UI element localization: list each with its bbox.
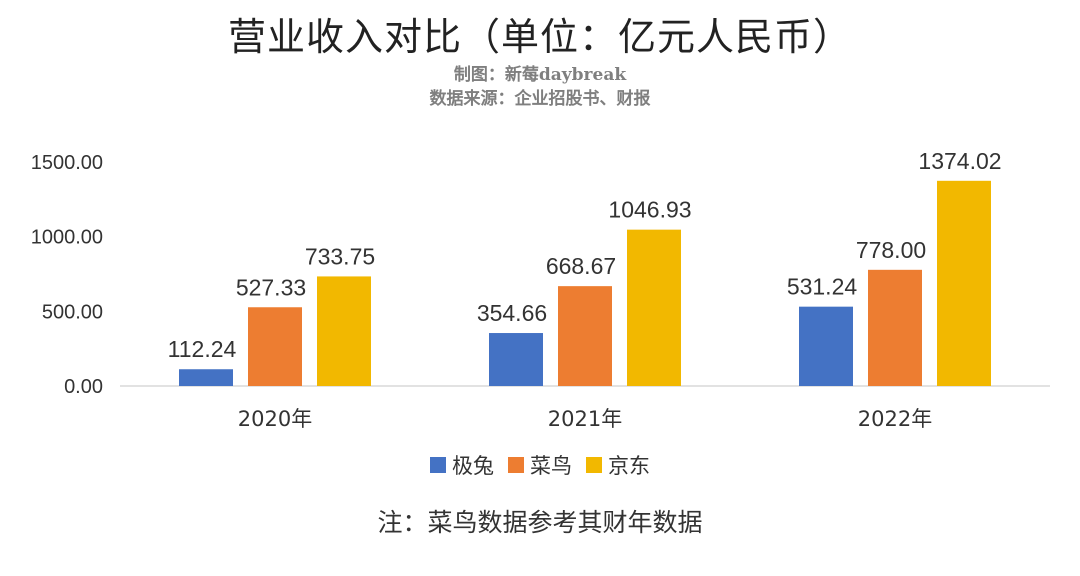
data-label: 354.66: [477, 300, 547, 326]
legend-label-jd: 京东: [608, 454, 650, 478]
chart-source: 数据来源：企业招股书、财报: [429, 89, 651, 109]
chart-credit: 制图：新莓daybreak: [453, 65, 627, 85]
legend-label-jitu: 极兔: [452, 454, 494, 478]
bar: [868, 269, 922, 386]
legend-item-cainiao: 菜鸟: [508, 450, 572, 480]
data-label: 527.33: [236, 274, 306, 300]
bar: [937, 180, 991, 386]
x-tick-label: 2021年: [548, 407, 622, 431]
bar: [489, 333, 543, 386]
y-tick-label: 1500.00: [31, 152, 103, 174]
footnote: 注：菜鸟数据参考其财年数据: [377, 508, 703, 537]
y-tick-label: 0.00: [64, 376, 103, 398]
chart-title: 营业收入对比（单位：亿元人民币）: [227, 15, 852, 59]
data-label: 733.75: [305, 243, 375, 269]
data-label: 778.00: [856, 237, 926, 263]
bar: [799, 306, 853, 386]
bar: [627, 229, 681, 386]
legend-item-jd: 京东: [586, 450, 650, 480]
data-label: 531.24: [787, 274, 858, 300]
legend-label-cainiao: 菜鸟: [530, 454, 572, 478]
data-label: 112.24: [168, 336, 237, 362]
legend-swatch-jitu: [430, 457, 446, 473]
chart-legend: 极兔 菜鸟 京东: [0, 450, 1080, 480]
data-label: 1046.93: [608, 197, 691, 223]
x-tick-label: 2022年: [858, 407, 932, 431]
y-tick-label: 500.00: [42, 301, 103, 323]
x-tick-label: 2020年: [238, 407, 312, 431]
bar: [317, 276, 371, 386]
bar: [179, 369, 233, 386]
bar: [558, 286, 612, 386]
bar-chart: 0.00 500.00 1000.00 1500.00 112.24 527.33 733.…: [31, 148, 1050, 431]
bar: [248, 307, 302, 386]
legend-swatch-jd: [586, 457, 602, 473]
data-label: 668.67: [546, 253, 616, 279]
legend-item-jitu: 极兔: [430, 450, 494, 480]
y-tick-label: 1000.00: [31, 227, 103, 249]
data-label: 1374.02: [918, 148, 1001, 174]
legend-swatch-cainiao: [508, 457, 524, 473]
